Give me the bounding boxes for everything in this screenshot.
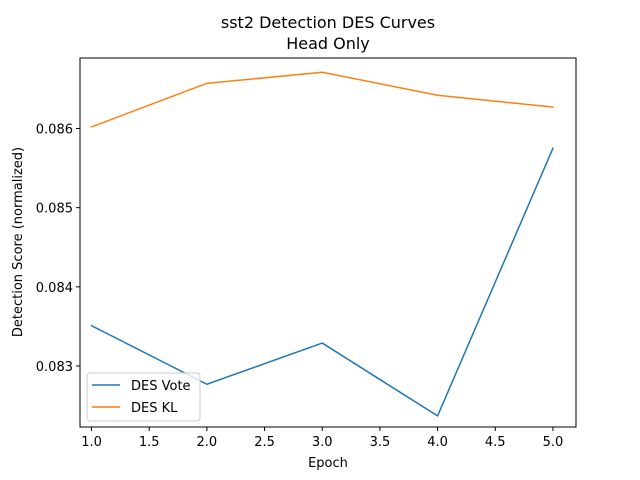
y-tick-label: 0.083 [36,360,73,375]
y-axis: 0.083 0.084 0.085 0.086 [36,122,80,375]
x-tick-label: 2.0 [197,435,218,450]
series-layer [90,71,554,417]
series-line-des-vote [90,147,554,417]
x-tick-label: 3.5 [370,435,391,450]
chart-title: sst2 Detection DES Curves [221,13,435,32]
x-tick-label: 3.0 [312,435,333,450]
x-tick-label: 1.0 [81,435,102,450]
x-tick-label: 5.0 [543,435,564,450]
x-axis-label: Epoch [308,456,348,471]
y-tick-label: 0.085 [36,202,73,217]
y-tick-label: 0.084 [36,281,73,296]
chart-subtitle: Head Only [286,34,370,53]
x-axis: 1.0 1.5 2.0 2.5 3.0 3.5 4.0 4.5 5.0 [81,427,563,450]
x-tick-label: 1.5 [139,435,160,450]
y-axis-label: Detection Score (normalized) [11,147,26,337]
series-line-des-kl [90,71,554,128]
legend-label-des-vote: DES Vote [131,379,191,394]
y-tick-label: 0.086 [36,122,73,137]
x-tick-label: 4.0 [427,435,448,450]
legend-label-des-kl: DES KL [131,401,178,416]
plot-area [79,57,577,428]
x-tick-label: 2.5 [254,435,275,450]
legend: DES Vote DES KL [86,372,201,422]
x-tick-label: 4.5 [485,435,506,450]
